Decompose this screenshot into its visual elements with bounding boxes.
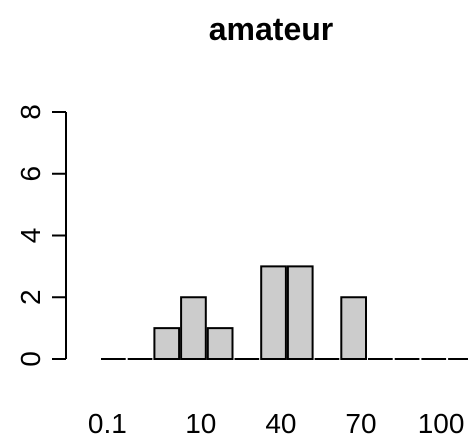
x-axis-labels: 0.1 10 40 70 100: [88, 408, 465, 439]
x-tick-label: 70: [345, 408, 376, 439]
bar: [260, 265, 287, 360]
y-axis: 0 2 4 6 8: [15, 104, 66, 367]
chart-title: amateur: [209, 11, 334, 47]
x-tick-label: 0.1: [88, 408, 127, 439]
bar: [286, 265, 314, 360]
bars: [101, 265, 468, 360]
bar: [340, 296, 367, 360]
y-tick-label: 6: [15, 166, 46, 182]
bar: [206, 327, 234, 360]
y-tick-label: 4: [15, 228, 46, 244]
y-tick-label: 8: [15, 104, 46, 120]
x-tick-label: 100: [418, 408, 465, 439]
bar: [180, 296, 207, 360]
y-tick-label: 0: [15, 351, 46, 367]
x-tick-label: 40: [265, 408, 296, 439]
y-tick-label: 2: [15, 289, 46, 305]
x-tick-label: 10: [185, 408, 216, 439]
bar: [153, 327, 181, 360]
